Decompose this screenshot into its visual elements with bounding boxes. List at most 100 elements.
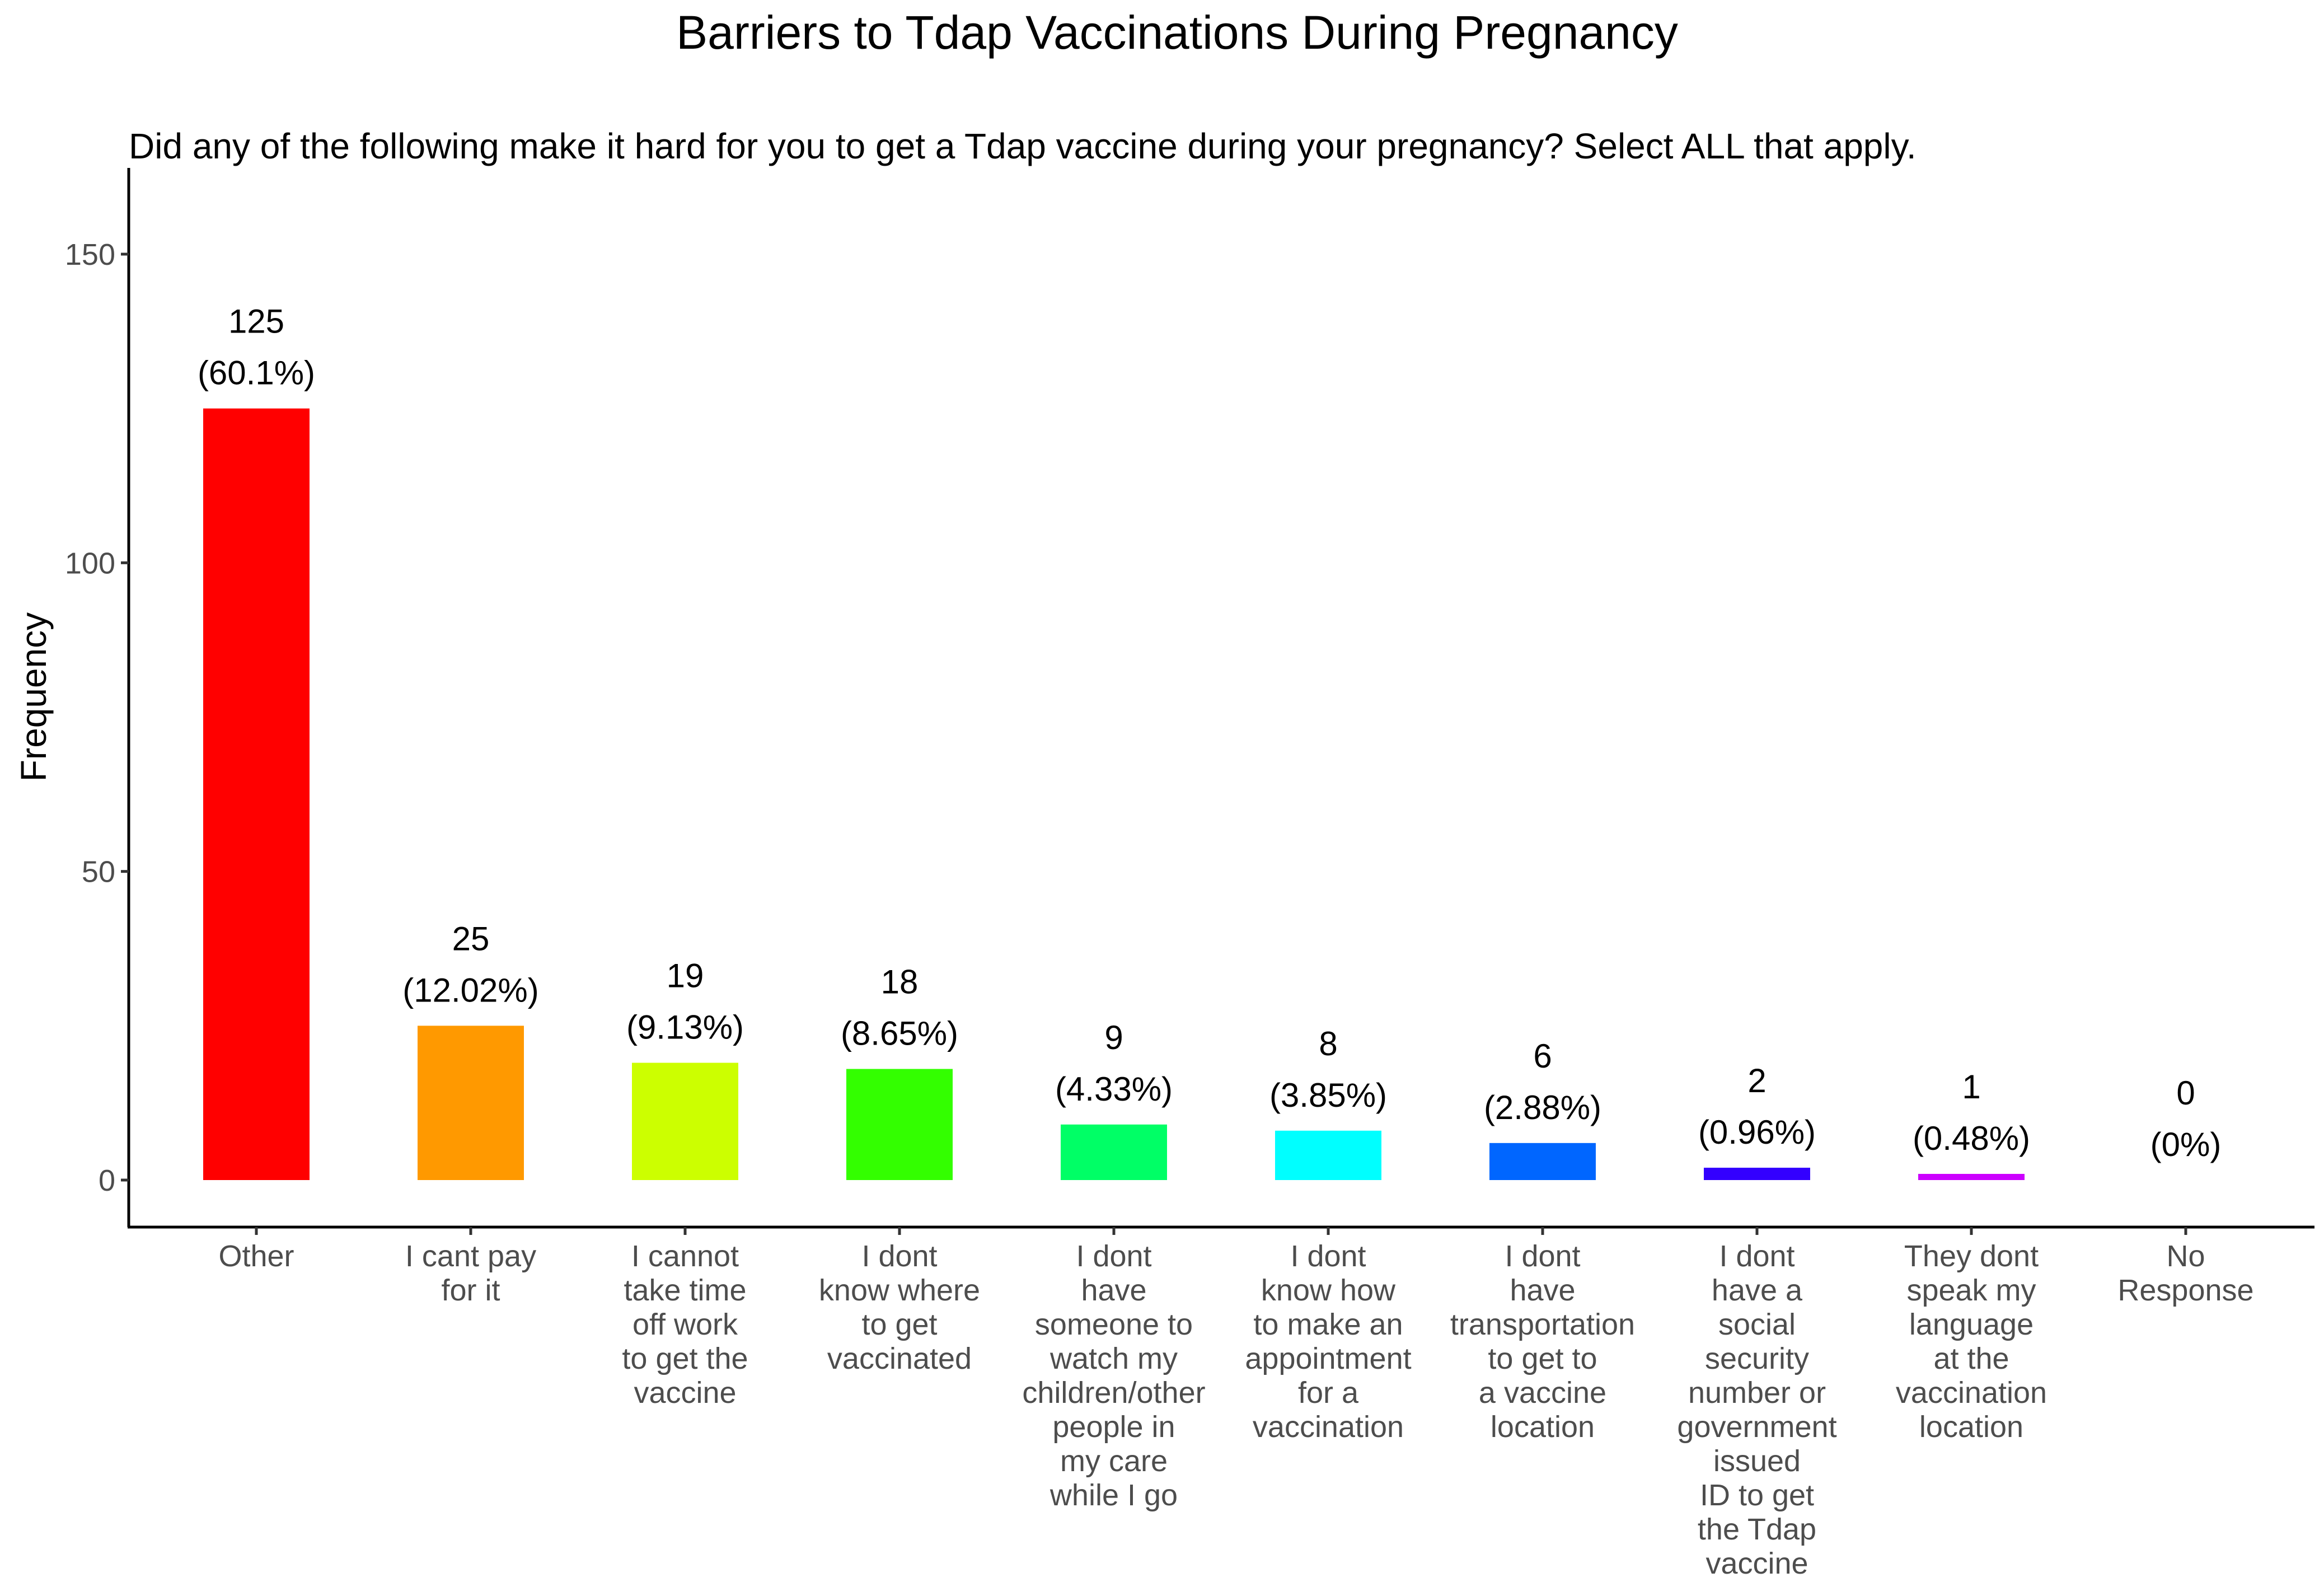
bar-value-label: 1 bbox=[1962, 1068, 1980, 1106]
x-tick-label-line: off work bbox=[632, 1308, 738, 1341]
x-tick-label: I cannot take time off work to get the vacci… bbox=[622, 1239, 748, 1410]
bar-value-label: 2 bbox=[1747, 1062, 1766, 1099]
bar-percent-label: (3.85%) bbox=[1269, 1076, 1387, 1114]
x-tick-label-line: children/other bbox=[1022, 1376, 1205, 1410]
x-tick-label-line: vaccine bbox=[1705, 1547, 1808, 1580]
bar-value-label: 18 bbox=[881, 963, 919, 1001]
x-tick-label: I dont know how to make an appointment for a… bbox=[1245, 1239, 1411, 1444]
x-tick-label-line: have bbox=[1081, 1274, 1146, 1307]
x-tick-label-line: vaccinated bbox=[827, 1342, 972, 1375]
x-tick-label: I dont have a social security number or gover… bbox=[1677, 1239, 1836, 1580]
x-tick-label-line: I dont bbox=[1505, 1239, 1580, 1273]
x-tick-label-line: issued bbox=[1713, 1444, 1801, 1478]
x-tick-label: I dont have transportation to get to a vacci… bbox=[1450, 1239, 1635, 1444]
chart-subtitle: Did any of the following make it hard fo… bbox=[129, 126, 1917, 166]
x-tick-label-line: to get the bbox=[622, 1342, 748, 1375]
x-tick-label-line: transportation bbox=[1450, 1308, 1635, 1341]
bar bbox=[418, 1026, 524, 1180]
x-tick-label-line: appointment bbox=[1245, 1342, 1411, 1375]
x-tick-label: I dont have someone to watch my children/oth… bbox=[1022, 1239, 1205, 1512]
x-tick-label: They dont speak my language at the vaccinati… bbox=[1896, 1239, 2047, 1444]
x-tick-label-line: while I go bbox=[1049, 1478, 1178, 1512]
x-tick-label-line: language bbox=[1909, 1308, 2034, 1341]
bar-percent-label: (8.65%) bbox=[841, 1015, 958, 1052]
x-tick-label-line: security bbox=[1705, 1342, 1809, 1375]
bar-value-label: 9 bbox=[1104, 1019, 1123, 1056]
data-labels-group: 125 (60.1%) 25 (12.02%) 19 (9.13%) 18 (8.65%) 9 (… bbox=[198, 303, 2221, 1163]
x-tick-label-line: location bbox=[1491, 1410, 1595, 1444]
bar bbox=[846, 1069, 953, 1180]
y-tick-label: 0 bbox=[99, 1164, 115, 1197]
x-tick-label-line: for a bbox=[1298, 1376, 1359, 1410]
x-tick-label-line: someone to bbox=[1035, 1308, 1193, 1341]
bar-value-label: 0 bbox=[2176, 1074, 2195, 1112]
bar bbox=[1489, 1143, 1596, 1180]
x-tick-label-line: I dont bbox=[1076, 1239, 1151, 1273]
x-axis-ticks: Other I cant pay for it I cannot take time of… bbox=[218, 1227, 2254, 1580]
x-tick-label-line: a vaccine bbox=[1479, 1376, 1606, 1410]
y-tick-label: 50 bbox=[82, 855, 115, 889]
x-tick-label-line: people in bbox=[1052, 1410, 1175, 1444]
x-tick-label: Other bbox=[218, 1239, 294, 1273]
bar bbox=[1275, 1130, 1381, 1180]
x-tick-label-line: They dont bbox=[1904, 1239, 2039, 1273]
x-tick-label-line: speak my bbox=[1906, 1274, 2036, 1307]
bar bbox=[632, 1063, 738, 1180]
bar-percent-label: (60.1%) bbox=[198, 354, 315, 392]
x-tick-label-line: watch my bbox=[1049, 1342, 1178, 1375]
x-tick-label-line: I cant pay bbox=[405, 1239, 536, 1273]
y-axis-ticks: 0 50 100 150 bbox=[65, 238, 129, 1197]
x-tick-label-line: know how bbox=[1261, 1274, 1396, 1307]
bar-percent-label: (9.13%) bbox=[626, 1008, 744, 1046]
x-tick-label-line: government bbox=[1677, 1410, 1836, 1444]
bar-percent-label: (2.88%) bbox=[1484, 1089, 1601, 1126]
x-tick-label-line: have bbox=[1510, 1274, 1575, 1307]
x-tick-label-line: I dont bbox=[1719, 1239, 1794, 1273]
bar bbox=[1704, 1167, 1810, 1180]
bar-value-label: 25 bbox=[452, 920, 490, 957]
bar-percent-label: (0.96%) bbox=[1698, 1113, 1816, 1151]
bar-value-label: 19 bbox=[667, 957, 704, 994]
x-tick-label-line: social bbox=[1718, 1308, 1796, 1341]
x-tick-label-line: I dont bbox=[861, 1239, 937, 1273]
bar bbox=[1061, 1124, 1167, 1180]
x-tick-label: I dont know where to get vaccinated bbox=[819, 1239, 980, 1375]
x-tick-label-line: vaccination bbox=[1896, 1376, 2047, 1410]
x-tick-label-line: my care bbox=[1060, 1444, 1168, 1478]
y-tick-label: 100 bbox=[65, 546, 115, 580]
bar-percent-label: (4.33%) bbox=[1055, 1070, 1173, 1108]
x-tick-label-line: vaccine bbox=[634, 1376, 736, 1410]
x-tick-label-line: I cannot bbox=[631, 1239, 739, 1273]
x-tick-label-line: for it bbox=[441, 1274, 500, 1307]
x-tick-label-line: the Tdap bbox=[1698, 1513, 1816, 1546]
x-tick-label-line: Response bbox=[2117, 1274, 2253, 1307]
x-tick-label-line: to get to bbox=[1488, 1342, 1597, 1375]
bar bbox=[203, 408, 310, 1180]
chart-title: Barriers to Tdap Vaccinations During Pre… bbox=[676, 6, 1678, 59]
x-tick-label-line: location bbox=[1919, 1410, 2023, 1444]
x-tick-label-line: at the bbox=[1933, 1342, 2009, 1375]
bar-percent-label: (0%) bbox=[2150, 1126, 2222, 1163]
x-tick-label-line: have a bbox=[1712, 1274, 1803, 1307]
bar bbox=[1918, 1173, 2025, 1180]
x-tick-label-line: No bbox=[2166, 1239, 2205, 1273]
x-tick-label-line: ID to get bbox=[1700, 1478, 1814, 1512]
x-tick-label-line: know where bbox=[819, 1274, 980, 1307]
x-tick-label: No Response bbox=[2117, 1239, 2253, 1307]
bar-percent-label: (12.02%) bbox=[402, 971, 538, 1009]
x-tick-label-line: to make an bbox=[1253, 1308, 1403, 1341]
x-tick-label-line: vaccination bbox=[1253, 1410, 1404, 1444]
bar-value-label: 125 bbox=[228, 303, 284, 340]
x-tick-label: I cant pay for it bbox=[405, 1239, 536, 1307]
x-tick-label-line: number or bbox=[1688, 1376, 1826, 1410]
bar-value-label: 6 bbox=[1533, 1037, 1552, 1075]
x-tick-label-line: to get bbox=[861, 1308, 937, 1341]
y-axis-label: Frequency bbox=[13, 612, 54, 781]
bar-percent-label: (0.48%) bbox=[1913, 1120, 2030, 1157]
bars-group bbox=[203, 408, 2025, 1180]
x-tick-label-line: I dont bbox=[1290, 1239, 1366, 1273]
x-tick-label-line: Other bbox=[218, 1239, 294, 1273]
y-tick-label: 150 bbox=[65, 238, 115, 272]
x-tick-label-line: take time bbox=[624, 1274, 746, 1307]
